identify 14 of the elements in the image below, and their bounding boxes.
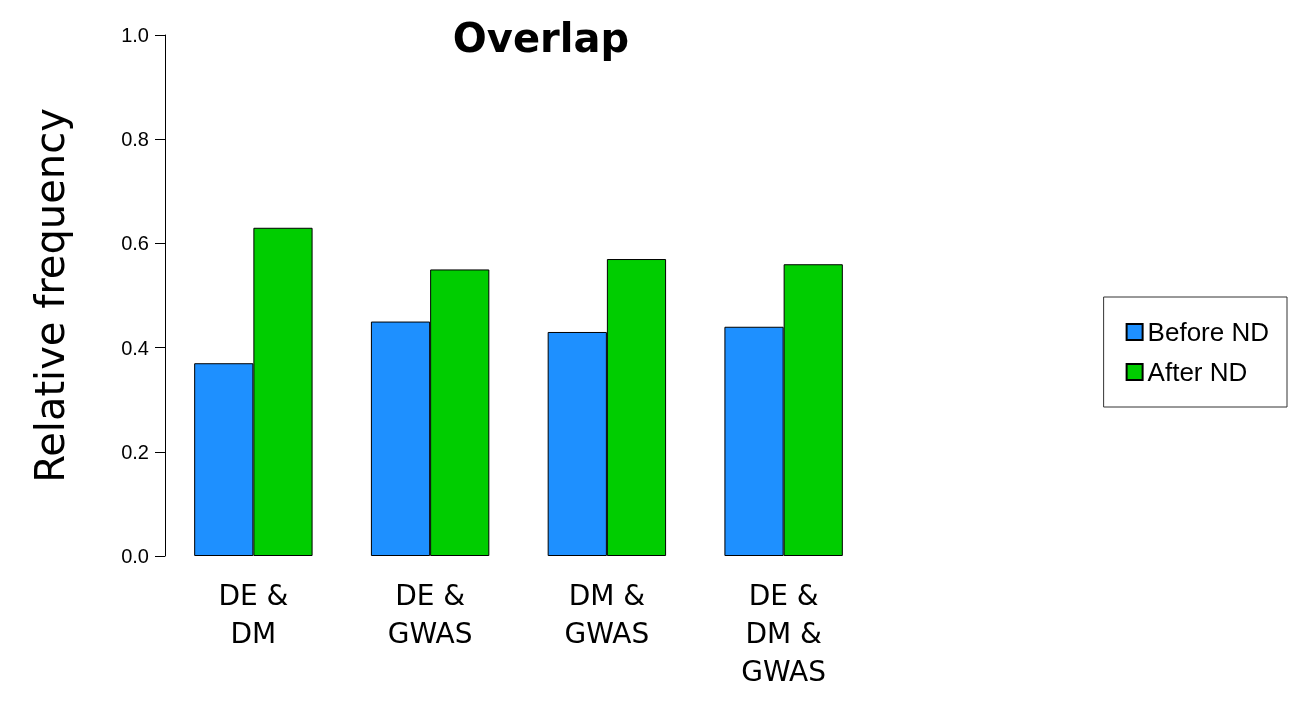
y-tick-label: 1.0 [121,24,149,46]
y-tick-label: 0.4 [121,336,149,359]
x-tick-label: DE & DM & GWAS [741,578,827,688]
x-tick-label: DE & GWAS [387,578,473,650]
y-tick-label: 0.2 [121,440,149,463]
x-tick-label: DM & GWAS [564,578,650,650]
y-tick-label: 0.8 [121,128,149,151]
legend-label: After ND [1147,357,1248,387]
x-tick-label: DE & DM [218,578,289,650]
y-tick-label: 0.0 [121,545,149,567]
chart-title: Overlap [452,15,630,61]
legend-label: Before ND [1147,317,1270,347]
y-tick-label: 0.6 [121,232,149,255]
y-axis-title: Relative frequency [27,108,73,483]
